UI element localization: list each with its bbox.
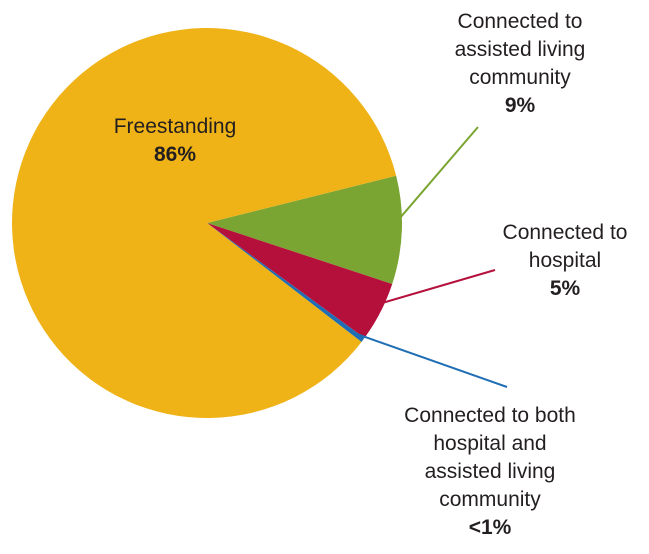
leader-lines [353, 126, 508, 388]
label-assisted-living: Connected to assisted living community 9… [420, 8, 620, 120]
label-both-value: <1% [468, 516, 512, 539]
label-assisted-living-text: Connected to assisted living community [454, 10, 586, 89]
label-hospital-text: Connected to hospital [502, 221, 628, 272]
label-freestanding-text: Freestanding [113, 115, 237, 138]
label-assisted-living-value: 9% [504, 94, 536, 117]
slice-both [207, 223, 365, 342]
pie-slices [11, 28, 402, 419]
slice-assisted-living [207, 175, 402, 285]
label-freestanding-value: 86% [153, 143, 197, 166]
leader-hospital [369, 269, 496, 308]
leader-assisted-living [389, 126, 479, 231]
label-both-text: Connected to both hospital and assisted … [404, 404, 576, 511]
slice-freestanding [11, 28, 397, 419]
label-both: Connected to both hospital and assisted … [365, 402, 615, 542]
label-hospital-value: 5% [549, 277, 581, 300]
leader-both [353, 331, 508, 388]
slice-hospital [207, 223, 393, 339]
label-freestanding: Freestanding 86% [80, 113, 270, 169]
label-hospital: Connected to hospital 5% [465, 219, 649, 303]
